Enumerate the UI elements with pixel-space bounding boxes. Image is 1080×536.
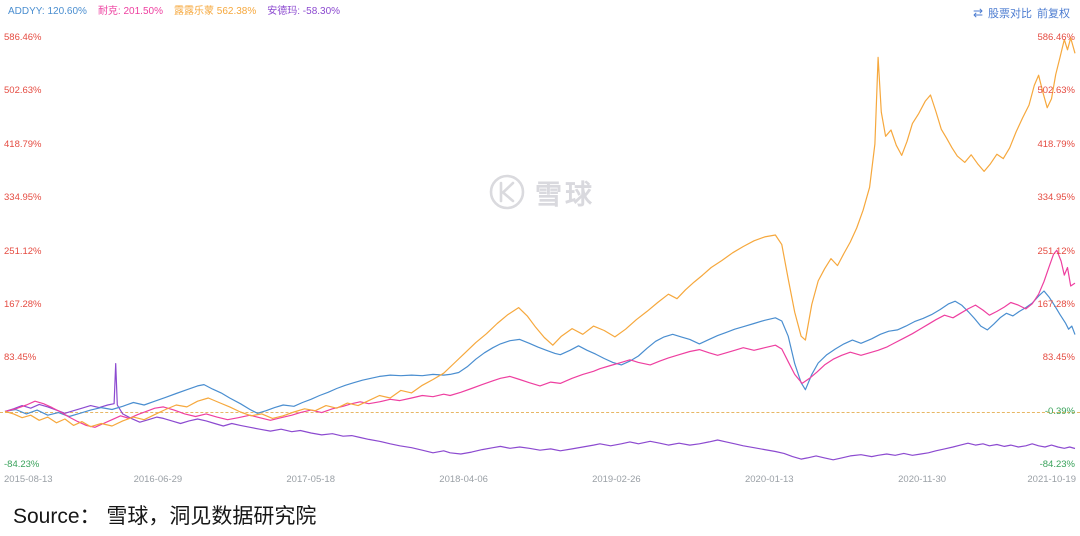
y-axis-label-left: 502.63%: [4, 85, 42, 97]
watermark-text: 雪球: [535, 179, 595, 210]
xueqiu-watermark: 雪球: [487, 172, 595, 212]
chart-plot-area[interactable]: ADDYY: 120.60% 耐克: 201.50% 露露乐蒙 562.38% 安德玛…: [0, 0, 1080, 500]
legend-item[interactable]: 耐克: 201.50%: [97, 6, 163, 17]
y-axis-label-left: -84.23%: [4, 459, 40, 470]
y-axis-label-left: 83.45%: [4, 352, 37, 364]
series-line-安德玛: [4, 363, 1076, 461]
y-axis-label-left: 418.79%: [4, 138, 42, 150]
compare-arrows-icon: ⇄: [972, 6, 983, 20]
chart-legend: ADDYY: 120.60% 耐克: 201.50% 露露乐蒙 562.38% 安德玛…: [8, 6, 351, 18]
xueqiu-logo-icon: [489, 174, 525, 210]
series-line-耐克: [4, 249, 1076, 428]
x-axis-label: 2020-11-30: [898, 474, 947, 485]
legend-item[interactable]: ADDYY: 120.60%: [8, 6, 87, 17]
zero-baseline: [0, 411, 1080, 413]
y-axis-label-right: 167.28%: [1037, 298, 1075, 310]
y-axis-label-left: 586.46%: [4, 32, 42, 43]
chart-canvas[interactable]: [0, 0, 1080, 500]
price-adjust-mode-button[interactable]: 前复权: [1037, 5, 1070, 21]
y-axis-label-left: 251.12%: [4, 245, 42, 257]
stock-compare-button[interactable]: 股票对比: [988, 5, 1032, 21]
y-axis-label-right: 334.95%: [1037, 192, 1075, 204]
y-axis-label-right: 502.63%: [1037, 85, 1075, 97]
series-line-ADDYY: [4, 290, 1076, 418]
y-axis-label-right: 586.46%: [1037, 32, 1075, 43]
y-axis-label-left: 334.95%: [4, 192, 42, 204]
y-axis-label-right: 251.12%: [1037, 245, 1075, 257]
y-axis-label-right: 83.45%: [1042, 352, 1075, 364]
series-line-露露乐蒙: [4, 37, 1076, 428]
chart-tools: ⇄ 股票对比 前复权: [973, 5, 1070, 21]
source-attribution: Source： 雪球，洞见数据研究院: [13, 505, 317, 528]
legend-item[interactable]: 露露乐蒙 562.38%: [173, 6, 257, 17]
x-axis-label: 2017-05-18: [286, 474, 335, 485]
legend-item[interactable]: 安德玛: -58.30%: [267, 6, 341, 17]
y-axis-label-right: 418.79%: [1037, 138, 1075, 150]
y-axis-label-left: 167.28%: [4, 298, 42, 310]
x-axis-label: 2015-08-13: [4, 474, 53, 485]
x-axis-label: 2020-01-13: [744, 474, 794, 485]
x-axis-label: 2021-10-19: [1027, 474, 1076, 485]
x-axis-label: 2019-02-26: [592, 474, 641, 485]
y-axis-label-right: -0.39%: [1044, 405, 1075, 417]
x-axis-label: 2016-06-29: [133, 474, 183, 485]
x-axis-label: 2018-04-06: [439, 474, 488, 485]
y-axis-label-right: -84.23%: [1039, 459, 1075, 470]
